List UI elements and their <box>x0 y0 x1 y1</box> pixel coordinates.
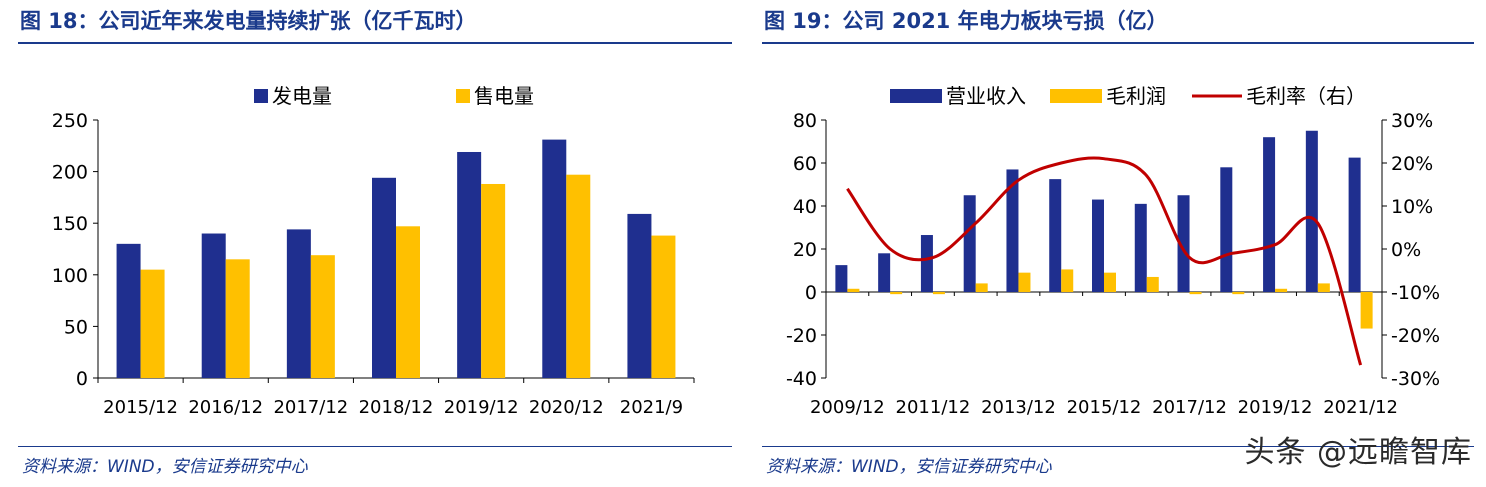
right-bar-gross-profit <box>1275 288 1288 292</box>
right-bar-gross-profit <box>1146 276 1159 292</box>
right-source-rule <box>762 446 1474 447</box>
left-y-tick-label: 250 <box>52 110 88 132</box>
right-legend-swatch-gross-profit <box>1050 89 1102 103</box>
right-bar-gross-profit <box>1360 292 1373 329</box>
right-right-y-tick-label: 0% <box>1391 239 1421 261</box>
right-x-tick-label: 2013/12 <box>981 397 1056 418</box>
right-right-y-tick-label: 30% <box>1391 110 1433 132</box>
left-title-rule <box>18 42 732 44</box>
right-left-y-tick-label: 40 <box>793 196 817 218</box>
right-bar-gross-profit <box>1317 283 1330 292</box>
right-legend-label: 营业收入 <box>946 84 1026 108</box>
right-bar-revenue <box>1092 199 1104 292</box>
right-x-tick-label: 2011/12 <box>896 397 971 418</box>
left-y-tick-label: 0 <box>76 368 88 390</box>
right-bar-gross-profit <box>1018 272 1031 292</box>
right-bar-revenue <box>1348 157 1361 292</box>
left-x-tick-label: 2016/12 <box>188 397 263 418</box>
right-legend-label: 毛利润 <box>1106 84 1166 108</box>
left-bar-sales <box>310 255 335 378</box>
left-chart: 0 50 100 150 200 250 2015/12 2016/12 2017/12 2018… <box>52 84 695 418</box>
right-left-y-tick-label: 80 <box>793 110 817 132</box>
right-right-y-tick-label: -10% <box>1391 282 1440 304</box>
right-x-tick-label: 2021/12 <box>1323 397 1398 418</box>
left-figure-panel: 图 18：公司近年来发电量持续扩张（亿千瓦时） 0 50 100 150 200 250 2… <box>18 0 732 487</box>
left-x-tick-label: 2019/12 <box>444 397 519 418</box>
left-y-tick-label: 200 <box>52 162 88 184</box>
right-bar-gross-profit <box>890 292 903 295</box>
right-bar-revenue <box>963 195 976 292</box>
right-chart: -40 -20 0 20 40 60 80 -30% -20% -10% 0% 10% 20% 30% 20… <box>786 84 1440 418</box>
right-bar-revenue <box>1220 167 1233 292</box>
right-source-note: 资料来源：WIND，安信证券研究中心 <box>766 457 1052 477</box>
right-legend-swatch-revenue <box>890 89 942 103</box>
left-x-tick-label: 2018/12 <box>359 397 434 418</box>
right-bar-gross-profit <box>975 283 988 292</box>
left-source-note: 资料来源：WIND，安信证券研究中心 <box>22 457 308 477</box>
right-figure-title: 图 19：公司 2021 年电力板块亏损（亿） <box>764 9 1168 33</box>
right-x-tick-label: 2017/12 <box>1152 397 1227 418</box>
right-bar-gross-profit <box>847 288 860 292</box>
right-right-y-tick-label: 10% <box>1391 196 1433 218</box>
right-title-rule <box>762 42 1474 44</box>
right-right-y-tick-label: 20% <box>1391 153 1433 175</box>
left-legend-swatch <box>254 89 268 103</box>
left-legend-swatch <box>456 89 470 103</box>
left-bar-generation <box>286 229 311 378</box>
left-bar-sales <box>651 235 676 378</box>
right-bar-gross-profit <box>1232 292 1245 295</box>
left-y-tick-label: 100 <box>52 265 88 287</box>
left-x-tick-label: 2017/12 <box>273 397 348 418</box>
left-x-tick-label: 2021/9 <box>620 397 683 418</box>
watermark-text: 头条 @远瞻智库 <box>1244 435 1472 470</box>
right-bar-gross-profit <box>1189 292 1202 295</box>
right-bar-revenue <box>1263 137 1276 292</box>
left-bar-generation <box>627 213 652 378</box>
right-x-tick-label: 2019/12 <box>1238 397 1313 418</box>
right-legend-label: 毛利率（右） <box>1246 84 1366 108</box>
left-source-rule <box>18 446 732 447</box>
right-left-y-tick-label: -20 <box>786 325 817 347</box>
left-bar-generation <box>201 233 226 378</box>
right-left-y-tick-label: 20 <box>793 239 817 261</box>
right-right-y-tick-label: -20% <box>1391 325 1440 347</box>
right-bar-revenue <box>1305 130 1318 292</box>
left-x-tick-label: 2020/12 <box>529 397 604 418</box>
right-bar-gross-profit <box>1104 272 1116 292</box>
right-left-y-tick-label: 0 <box>805 282 817 304</box>
right-bar-revenue <box>835 265 848 292</box>
left-bar-sales <box>566 174 591 378</box>
left-bar-generation <box>457 151 482 378</box>
right-bar-revenue <box>1177 195 1190 292</box>
left-bar-sales <box>396 226 420 378</box>
right-bar-revenue <box>1049 179 1062 292</box>
left-bar-generation <box>542 139 567 378</box>
left-bar-generation <box>116 243 141 378</box>
right-bar-revenue <box>920 235 933 292</box>
left-bar-sales <box>481 183 506 378</box>
right-bar-revenue <box>1134 203 1147 292</box>
left-legend-label: 售电量 <box>474 84 534 108</box>
right-left-y-tick-label: 60 <box>793 153 817 175</box>
left-x-tick-label: 2015/12 <box>103 397 178 418</box>
right-right-y-tick-label: -30% <box>1391 368 1440 390</box>
left-y-tick-label: 50 <box>64 316 88 338</box>
left-figure-title: 图 18：公司近年来发电量持续扩张（亿千瓦时） <box>20 9 477 33</box>
right-figure-panel: 图 19：公司 2021 年电力板块亏损（亿） -40 -20 0 20 40 60 80-… <box>762 0 1474 487</box>
right-bar-gross-profit <box>932 292 945 295</box>
left-bar-sales <box>225 259 250 378</box>
left-bar-sales <box>140 269 165 378</box>
right-bar-revenue <box>1006 169 1019 292</box>
left-bar-generation <box>372 177 396 378</box>
right-x-tick-label: 2009/12 <box>810 397 885 418</box>
right-gross-margin-line <box>846 156 1363 366</box>
left-legend-label: 发电量 <box>272 84 332 108</box>
right-bar-revenue <box>878 253 891 292</box>
left-y-tick-label: 150 <box>52 213 88 235</box>
right-bar-gross-profit <box>1061 269 1074 292</box>
right-x-tick-label: 2015/12 <box>1067 397 1142 418</box>
right-left-y-tick-label: -40 <box>786 368 817 390</box>
